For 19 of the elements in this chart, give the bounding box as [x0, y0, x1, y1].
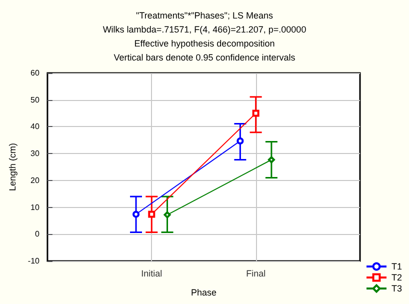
x-tick-label: Final	[246, 268, 266, 278]
y-tick-label: 0	[35, 230, 40, 239]
y-tick-label: -10	[28, 256, 40, 266]
x-axis-title: Phase	[190, 288, 216, 298]
y-tick-label: 50	[30, 95, 40, 104]
y-tick-label: 60	[30, 68, 40, 78]
legend-label: T2	[391, 272, 402, 282]
y-tick-label: 40	[30, 122, 40, 132]
y-tick-label: 30	[30, 149, 40, 158]
text: Effective hypothesis decomposition	[134, 38, 275, 48]
y-axis-title: Length (cm)	[8, 142, 18, 192]
legend-label: T1	[391, 262, 402, 272]
y-tick-label: 10	[30, 202, 40, 212]
chart-subtitle: Wilks lambda=.71571, F(4, 466)=21.207, p=.00000	[102, 24, 306, 34]
y-tick-label: 20	[30, 176, 40, 185]
chart-title: "Treatments"*"Phases"; LS Means	[136, 10, 274, 20]
legend-label: T3	[391, 284, 402, 294]
x-tick-label: Initial	[141, 268, 162, 278]
text: Vertical bars denote 0.95 confidence intervals	[114, 52, 296, 62]
